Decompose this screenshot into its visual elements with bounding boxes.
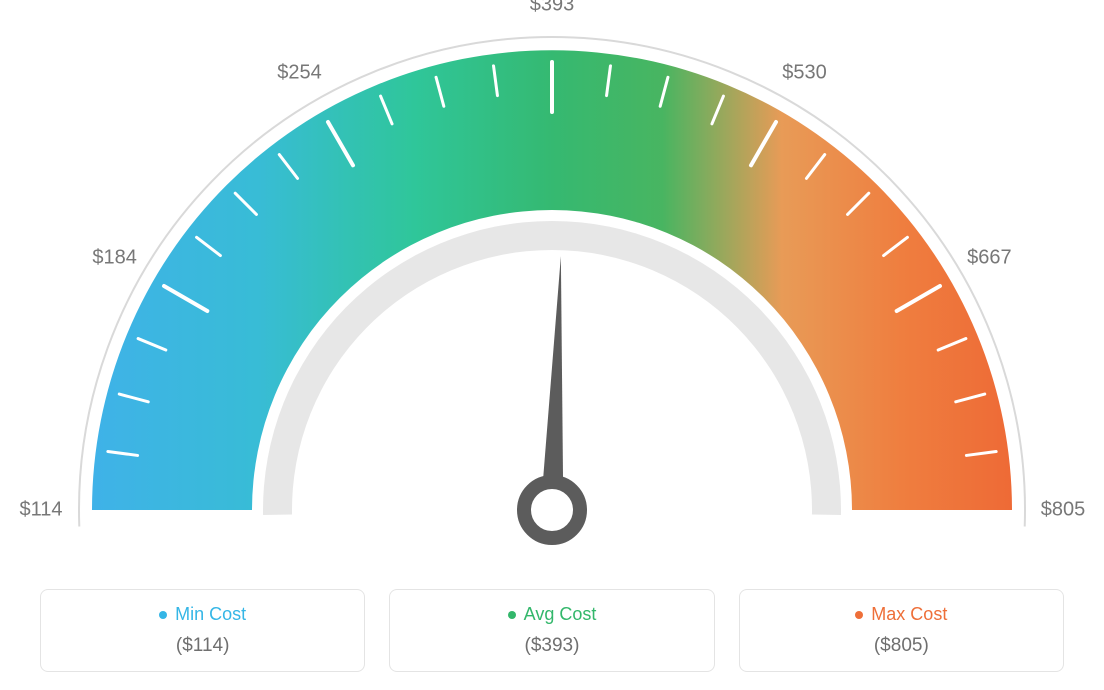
tick-label: $184 [92,246,137,269]
legend-value-avg: ($393) [398,635,705,657]
tick-label: $530 [782,61,827,84]
legend: Min Cost ($114) Avg Cost ($393) Max Cost… [40,589,1064,672]
tick-label: $805 [1041,499,1086,522]
legend-top-avg: Avg Cost [398,604,705,625]
legend-label-min: Min Cost [175,604,246,625]
tick-label: $114 [19,499,62,522]
legend-label-max: Max Cost [871,604,947,625]
legend-value-min: ($114) [49,635,356,657]
legend-label-avg: Avg Cost [524,604,597,625]
legend-card-min: Min Cost ($114) [40,589,365,672]
legend-card-avg: Avg Cost ($393) [389,589,714,672]
legend-card-max: Max Cost ($805) [739,589,1064,672]
gauge-chart-container: $114 $184 $254 $393 $530 $667 $805 Min Cost ($… [0,0,1104,690]
legend-top-max: Max Cost [748,604,1055,625]
dot-avg [508,611,516,619]
dot-max [855,611,863,619]
legend-value-max: ($805) [748,635,1055,657]
tick-label: $254 [277,61,322,84]
legend-top-min: Min Cost [49,604,356,625]
gauge-svg [0,0,1104,570]
gauge: $114 $184 $254 $393 $530 $667 $805 [0,0,1104,570]
tick-label: $667 [967,246,1012,269]
tick-label: $393 [530,0,575,17]
dot-min [159,611,167,619]
